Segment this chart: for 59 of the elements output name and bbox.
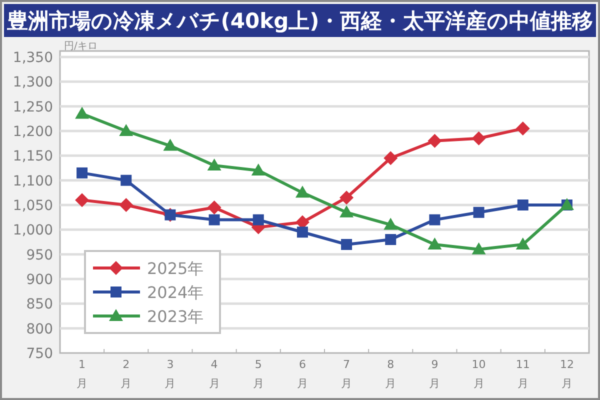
y-tick-label: 1,050 <box>12 198 53 214</box>
x-tick-label: 11月 <box>516 358 530 390</box>
y-tick-label: 850 <box>26 296 53 313</box>
point <box>296 226 308 238</box>
x-tick-label: 12月 <box>560 358 574 390</box>
point <box>76 167 88 178</box>
y-tick-label: 750 <box>26 346 53 362</box>
x-tick-label: 2月 <box>120 358 132 390</box>
point <box>473 206 484 218</box>
point <box>252 214 264 226</box>
chart-title: 豊洲市場の冷凍メバチ(40kg上)・西経・太平洋産の中値推移 <box>6 9 594 33</box>
y-tick-label: 1,100 <box>12 173 53 190</box>
x-tick-label: 3月 <box>164 358 176 390</box>
y-tick-label: 1,300 <box>12 74 53 91</box>
point <box>119 124 134 136</box>
legend-label: 2025年 <box>147 259 204 278</box>
x-tick-label: 7月 <box>341 358 352 390</box>
x-tick-label: 1月 <box>76 358 88 390</box>
point <box>428 237 442 250</box>
point <box>163 138 178 151</box>
point <box>75 193 90 208</box>
y-tick-label: 1,000 <box>12 222 53 239</box>
point <box>384 151 398 166</box>
y-tick-label: 950 <box>26 247 53 264</box>
point <box>207 158 222 171</box>
point <box>472 131 486 146</box>
point <box>75 106 90 119</box>
point <box>340 205 354 218</box>
point <box>120 174 132 186</box>
y-tick-label: 1,250 <box>12 99 53 116</box>
x-tick-label: 10月 <box>472 358 486 390</box>
x-tick-label: 4月 <box>208 358 220 390</box>
point <box>341 238 352 250</box>
point <box>385 234 396 246</box>
point <box>429 214 440 226</box>
point <box>517 200 528 210</box>
y-axis-title: 円/キロ <box>64 41 98 52</box>
point <box>516 122 530 136</box>
x-tick-label: 8月 <box>385 358 396 390</box>
y-tick-label: 1,150 <box>12 148 53 165</box>
y-tick-label: 900 <box>26 272 53 288</box>
x-tick-label: 5月 <box>252 358 264 390</box>
x-tick-label: 6月 <box>296 358 308 390</box>
point <box>472 242 486 254</box>
point <box>340 190 354 205</box>
y-tick-label: 1,350 <box>12 50 53 66</box>
y-tick-label: 1,200 <box>12 124 53 140</box>
point <box>516 237 530 250</box>
point <box>119 198 134 212</box>
y-tick-label: 800 <box>26 321 53 338</box>
point <box>207 200 222 214</box>
point <box>295 186 310 198</box>
point <box>208 214 220 226</box>
point <box>251 163 266 176</box>
point <box>428 134 442 148</box>
x-tick-label: 9月 <box>429 358 440 390</box>
legend-label: 2023年 <box>147 307 204 326</box>
legend-label: 2024年 <box>147 283 204 302</box>
point <box>384 218 398 230</box>
